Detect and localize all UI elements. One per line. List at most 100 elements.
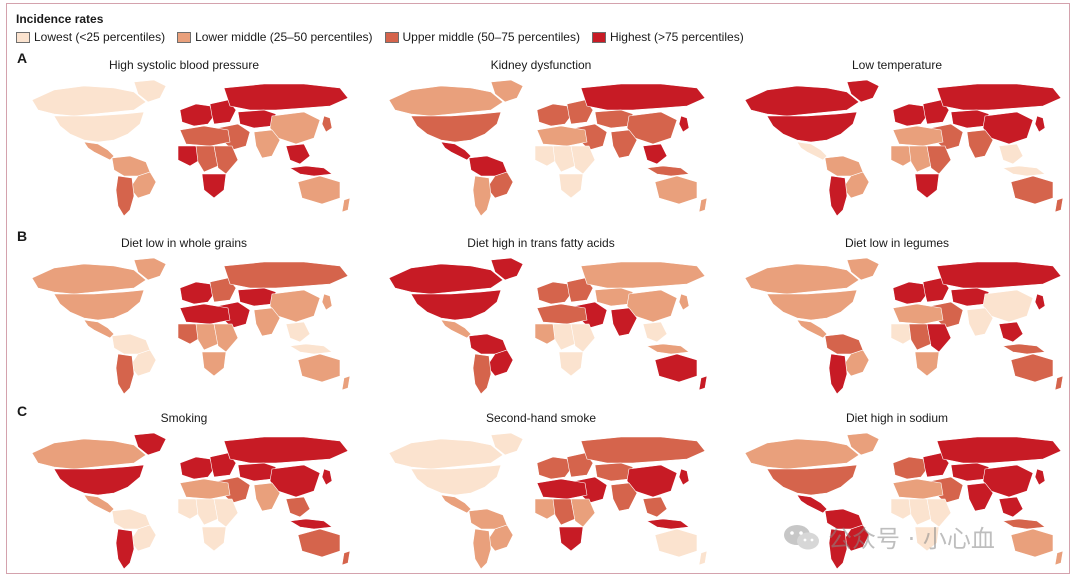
region-africa-north bbox=[536, 478, 588, 500]
region-russia bbox=[936, 436, 1062, 464]
world-map bbox=[31, 79, 351, 216]
map-panel: Diet high in trans fatty acids bbox=[371, 236, 711, 396]
legend-label-lower-middle: Lower middle (25–50 percentiles) bbox=[195, 30, 373, 44]
region-africa-east bbox=[570, 498, 596, 528]
region-na-north bbox=[31, 438, 147, 470]
region-greenland bbox=[490, 432, 524, 456]
region-sa-south bbox=[828, 528, 848, 569]
region-na-main bbox=[410, 464, 502, 496]
world-map bbox=[744, 79, 1064, 216]
region-africa-east bbox=[570, 323, 596, 353]
region-africa-west bbox=[890, 323, 914, 345]
region-sa-north bbox=[111, 155, 151, 177]
region-australia bbox=[297, 175, 341, 205]
region-russia bbox=[223, 436, 349, 464]
region-se-asia bbox=[642, 321, 668, 343]
region-south-asia bbox=[253, 307, 281, 337]
region-south-asia bbox=[610, 129, 638, 159]
region-africa-central bbox=[195, 498, 219, 526]
region-russia bbox=[580, 436, 706, 464]
region-africa-south bbox=[201, 351, 227, 377]
region-na-north bbox=[31, 263, 147, 295]
region-africa-south bbox=[558, 351, 584, 377]
world-map bbox=[388, 257, 708, 394]
region-sa-south bbox=[115, 175, 135, 216]
legend-swatch-lower-middle bbox=[177, 31, 192, 43]
region-africa-north bbox=[179, 478, 231, 500]
region-japan bbox=[1034, 468, 1046, 486]
region-sa-south bbox=[472, 528, 492, 569]
region-na-north bbox=[744, 438, 860, 470]
region-na-main bbox=[410, 111, 502, 143]
map-panel: Diet low in legumes bbox=[727, 236, 1067, 396]
region-se-asia bbox=[998, 143, 1024, 165]
region-china bbox=[626, 464, 678, 498]
region-sa-north bbox=[468, 155, 508, 177]
region-central-am bbox=[440, 494, 472, 514]
region-japan bbox=[1034, 293, 1046, 311]
region-nz bbox=[698, 197, 708, 213]
world-map bbox=[31, 257, 351, 394]
region-na-north bbox=[744, 263, 860, 295]
world-map bbox=[388, 432, 708, 569]
region-africa-west bbox=[534, 498, 558, 520]
map-panel: Low temperature bbox=[727, 58, 1067, 218]
region-south-asia bbox=[966, 482, 994, 512]
region-africa-central bbox=[195, 145, 219, 173]
region-europe-west bbox=[892, 103, 928, 127]
region-africa-south bbox=[558, 526, 584, 552]
region-greenland bbox=[846, 257, 880, 281]
region-central-am bbox=[83, 319, 115, 339]
region-se-asia bbox=[998, 321, 1024, 343]
region-nz bbox=[1054, 550, 1064, 566]
region-greenland bbox=[490, 257, 524, 281]
region-central-am bbox=[83, 494, 115, 514]
region-se-asia bbox=[642, 496, 668, 518]
region-africa-south bbox=[558, 173, 584, 199]
region-na-main bbox=[410, 289, 502, 321]
region-africa-north bbox=[892, 125, 944, 147]
map-panel: Smoking bbox=[14, 411, 354, 571]
region-sa-south bbox=[115, 528, 135, 569]
region-japan bbox=[1034, 115, 1046, 133]
region-south-asia bbox=[253, 482, 281, 512]
region-china bbox=[626, 111, 678, 145]
region-greenland bbox=[133, 79, 167, 103]
region-australia bbox=[1010, 528, 1054, 558]
region-central-am bbox=[440, 319, 472, 339]
region-africa-south bbox=[914, 526, 940, 552]
row-label-b: B bbox=[17, 228, 28, 244]
region-sa-north bbox=[111, 508, 151, 530]
region-africa-central bbox=[908, 145, 932, 173]
region-nz bbox=[698, 550, 708, 566]
region-se-asia bbox=[285, 496, 311, 518]
region-africa-west bbox=[177, 323, 201, 345]
region-se-asia bbox=[998, 496, 1024, 518]
region-russia bbox=[223, 261, 349, 289]
region-africa-north bbox=[536, 303, 588, 325]
region-africa-east bbox=[926, 498, 952, 528]
figure-frame bbox=[6, 3, 1070, 574]
region-russia bbox=[936, 83, 1062, 111]
map-panel: Diet high in sodium bbox=[727, 411, 1067, 571]
chat-bubbles-icon bbox=[784, 524, 819, 549]
region-indonesia bbox=[646, 165, 690, 177]
region-sa-south bbox=[472, 175, 492, 216]
legend-title: Incidence rates bbox=[16, 12, 104, 26]
map-title: Low temperature bbox=[851, 58, 943, 72]
region-australia bbox=[297, 353, 341, 383]
row-label-c: C bbox=[17, 403, 28, 419]
region-africa-west bbox=[177, 145, 201, 167]
map-title: Diet low in legumes bbox=[844, 236, 950, 250]
region-sa-north bbox=[824, 155, 864, 177]
region-russia bbox=[580, 83, 706, 111]
legend-swatch-highest bbox=[591, 31, 606, 43]
region-na-main bbox=[53, 111, 145, 143]
region-europe-west bbox=[892, 456, 928, 480]
region-indonesia bbox=[1002, 165, 1046, 177]
region-greenland bbox=[133, 257, 167, 281]
region-japan bbox=[321, 293, 333, 311]
region-greenland bbox=[846, 79, 880, 103]
legend-item-highest: Highest (>75 percentiles) bbox=[591, 30, 744, 44]
region-japan bbox=[321, 468, 333, 486]
